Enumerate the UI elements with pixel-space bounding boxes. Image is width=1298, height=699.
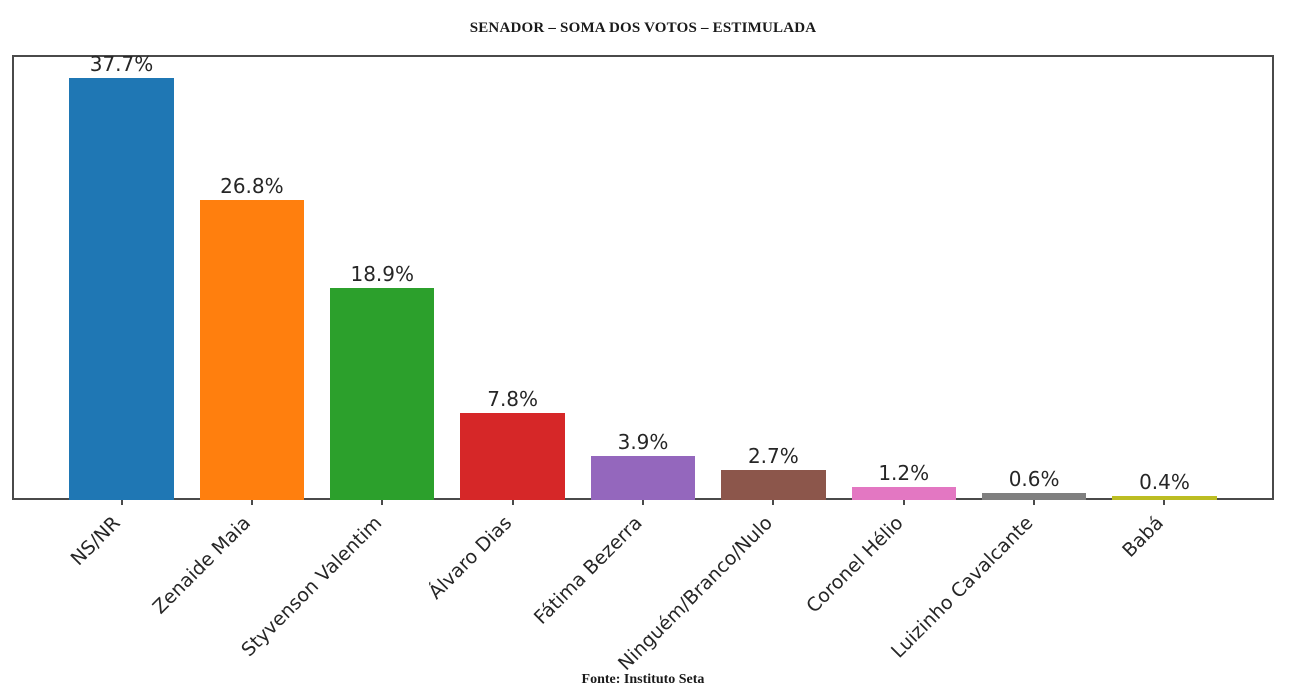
bar (69, 77, 174, 500)
x-axis-tick (120, 500, 123, 505)
x-axis-tick-label: Ninguém/Branco/Nulo (614, 512, 777, 675)
x-axis-tick-label: NS/NR (67, 512, 126, 571)
bar (590, 456, 696, 500)
x-axis-tick-label: Zenaide Maia (149, 512, 256, 619)
x-axis-tick-label: Fátima Bezerra (529, 512, 647, 629)
bar-value-label: 26.8% (220, 173, 284, 198)
x-axis-tick-label: Álvaro Dias (424, 512, 517, 604)
x-axis-tick (642, 500, 644, 505)
x-axis-tick-label: Luizinho Cavalcante (887, 512, 1038, 663)
x-axis-tick-label: Coronel Hélio (801, 512, 908, 618)
bar-value-label: 2.7% (747, 443, 799, 468)
bar-value-label: 18.9% (350, 262, 415, 287)
bar-value-label: 3.9% (617, 430, 669, 455)
bar (199, 199, 305, 500)
x-axis-tick (902, 500, 905, 505)
bar-value-label: 7.8% (487, 386, 539, 411)
source-note: Fonte: Instituto Seta (581, 672, 705, 687)
x-axis-tick (1163, 500, 1166, 505)
x-axis-tick (772, 500, 775, 505)
bar (981, 493, 1087, 500)
bar (460, 412, 565, 500)
x-axis-tick (381, 500, 384, 505)
x-axis-tick (511, 500, 514, 505)
bar-value-label: 0.4% (1139, 469, 1190, 494)
bar (721, 469, 826, 500)
bar-value-label: 0.6% (1008, 467, 1060, 492)
bar (330, 288, 435, 500)
bar-value-label: 37.7% (89, 51, 154, 76)
x-axis-tick-label: Babá (1118, 512, 1169, 562)
bar-value-label: 1.2% (878, 460, 930, 485)
x-axis-tick (250, 500, 253, 505)
x-axis-tick (1033, 500, 1036, 505)
bar (1112, 495, 1217, 500)
bar (851, 486, 956, 500)
chart-title: SENADOR – SOMA DOS VOTOS – ESTIMULADA (469, 20, 817, 36)
x-axis-tick-label: Styvenson Valentim (236, 512, 386, 662)
